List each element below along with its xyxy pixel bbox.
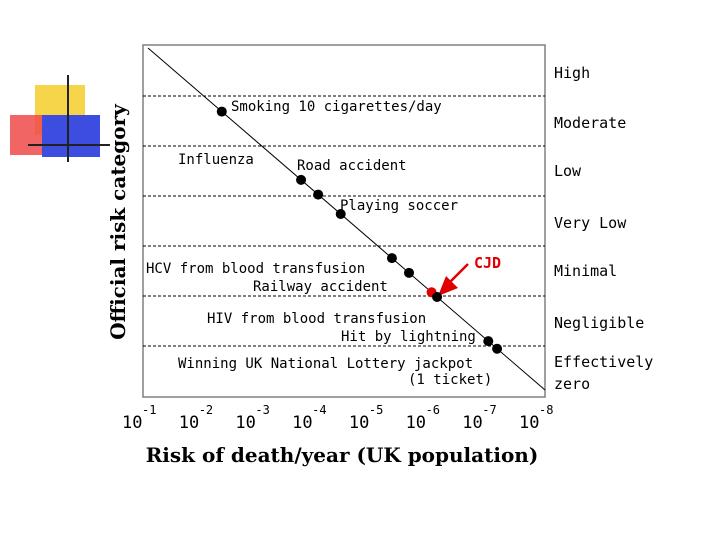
category-label: Moderate xyxy=(554,114,626,132)
data-point xyxy=(386,253,397,264)
category-label: Very Low xyxy=(554,214,627,232)
data-point xyxy=(313,189,324,200)
x-tick-base: 10 xyxy=(122,413,142,433)
x-tick-base: 10 xyxy=(292,413,312,433)
point-label: Railway accident xyxy=(253,279,388,295)
point-label: Smoking 10 cigarettes/day xyxy=(231,99,442,115)
x-tick-base: 10 xyxy=(349,413,369,433)
data-point xyxy=(404,267,415,278)
point-label: Road accident xyxy=(297,158,407,174)
category-label: Effectively zero xyxy=(554,353,653,393)
x-tick-base: 10 xyxy=(235,413,255,433)
x-tick-labels: 10-110-210-310-410-510-610-710-8 xyxy=(122,403,553,433)
x-axis-label: Risk of death/year (UK population) xyxy=(146,443,539,467)
data-point xyxy=(216,106,227,117)
x-tick-base: 10 xyxy=(406,413,426,433)
y-axis-label: Official risk category xyxy=(106,103,130,340)
plot-frame xyxy=(142,44,546,398)
point-label: (1 ticket) xyxy=(408,372,492,388)
x-tick-exponent: -6 xyxy=(426,403,440,417)
point-label: Winning UK National Lottery jackpot xyxy=(178,356,473,372)
data-points xyxy=(216,106,503,354)
point-label: Playing soccer xyxy=(340,198,458,214)
x-tick-exponent: -8 xyxy=(539,403,553,417)
x-tick-base: 10 xyxy=(462,413,482,433)
decorative-squares xyxy=(10,75,110,162)
category-label: Negligible xyxy=(554,314,644,332)
x-tick-exponent: -5 xyxy=(369,403,383,417)
blue-square xyxy=(42,115,100,157)
point-label: Hit by lightning xyxy=(341,329,476,345)
data-point xyxy=(432,292,443,303)
data-point xyxy=(483,336,494,347)
point-label: Influenza xyxy=(178,152,254,168)
category-label: High xyxy=(554,64,590,82)
x-tick-base: 10 xyxy=(179,413,199,433)
cjd-label: CJD xyxy=(474,254,501,272)
x-tick-exponent: -4 xyxy=(312,403,326,417)
point-label: HIV from blood transfusion xyxy=(207,311,426,327)
x-tick-exponent: -1 xyxy=(142,403,156,417)
cjd-annotation: CJD xyxy=(438,254,501,296)
x-tick-exponent: -7 xyxy=(482,403,496,417)
cjd-arrow-head xyxy=(438,276,458,296)
point-label: HCV from blood transfusion xyxy=(146,261,365,277)
trend-line xyxy=(147,47,546,391)
data-point xyxy=(335,209,346,220)
category-label: Low xyxy=(554,162,582,180)
category-label: Minimal xyxy=(554,262,617,280)
x-tick-base: 10 xyxy=(519,413,539,433)
x-tick-exponent: -2 xyxy=(199,403,213,417)
point-labels: Smoking 10 cigarettes/day Influenza Road… xyxy=(146,99,492,388)
category-gridlines xyxy=(143,95,545,347)
data-point xyxy=(296,174,307,185)
category-labels: High Moderate Low Very Low Minimal Negligible… xyxy=(554,64,653,393)
x-tick-exponent: -3 xyxy=(255,403,269,417)
data-point xyxy=(492,343,503,354)
